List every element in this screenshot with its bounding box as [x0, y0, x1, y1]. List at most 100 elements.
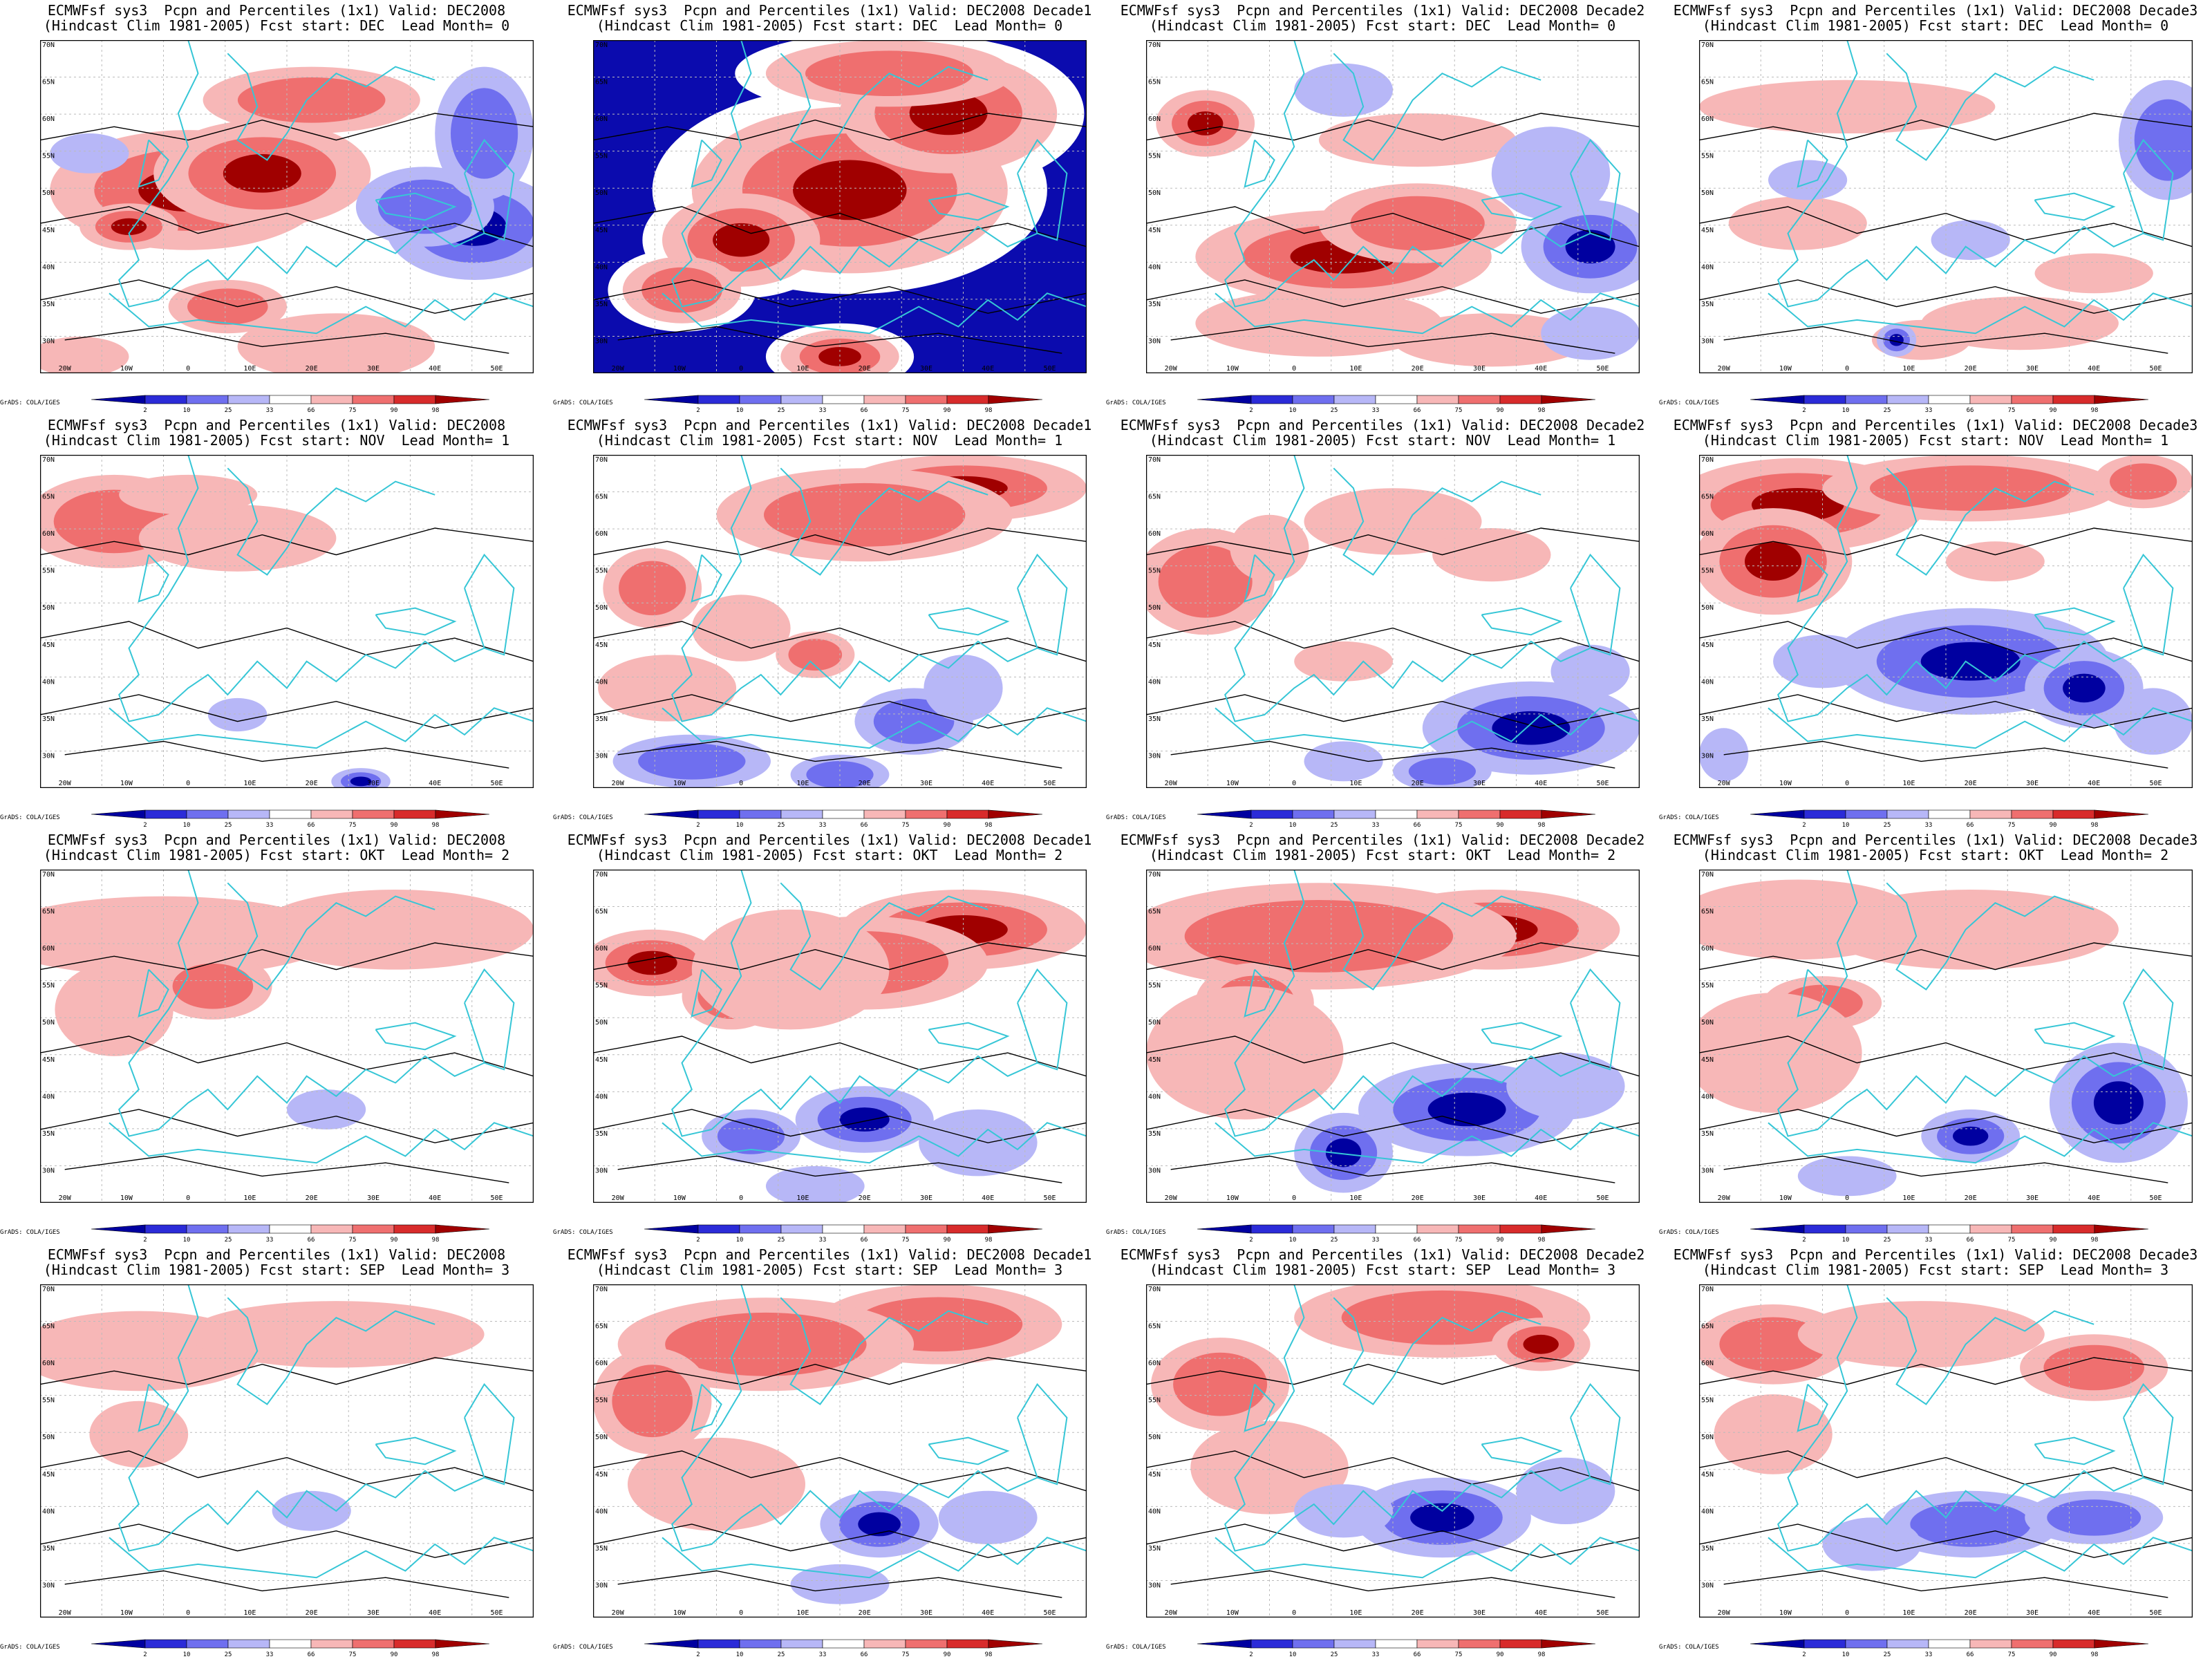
percentile-anomaly-area [50, 133, 129, 174]
coastline [1017, 1382, 1068, 1485]
coastline [138, 554, 169, 603]
grads-credit: GrADS: COLA/IGES [1659, 1229, 1719, 1236]
colorbar-swatch [1928, 395, 1971, 404]
latitude-label: 65N [595, 908, 608, 916]
precip-percentile-map: 20W 10W 0 10E 20E 30E 40E 50E 70N 65N 60N 55N 50N 45N… [40, 870, 534, 1203]
panel-subtitle: (Hindcast Clim 1981-2005) Fcst start: SE… [1149, 1262, 1616, 1278]
colorbar-swatch [644, 1224, 699, 1234]
percentile-anomaly-area [1195, 290, 1443, 357]
colorbar-label: 25 [1884, 1651, 1891, 1658]
coastline [780, 1297, 988, 1405]
colorbar-label: 2 [696, 407, 700, 413]
percentile-anomaly-area [764, 482, 966, 547]
colorbar-swatch [863, 395, 906, 404]
latitude-label: 40N [595, 263, 608, 271]
colorbar-swatch [1750, 1639, 1805, 1649]
latitude-label: 45N [1701, 1056, 1714, 1064]
colorbar-label: 2 [696, 1237, 700, 1243]
percentile-anomaly-area [1797, 1156, 1897, 1197]
percentile-anomaly-area [119, 474, 258, 515]
latitude-label: 70N [1701, 871, 1714, 879]
latitude-label: 30N [42, 1167, 55, 1174]
coastline [1333, 53, 1541, 161]
panel-title: ECMWFsf sys3 Pcpn and Percentiles (1x1) … [567, 1246, 1092, 1263]
coastline [464, 1382, 515, 1485]
colorbar-swatch [393, 1639, 436, 1649]
colorbar-swatch [2011, 395, 2054, 404]
grads-credit: GrADS: COLA/IGES [553, 1644, 613, 1651]
colorbar-swatch [822, 395, 865, 404]
coastline [464, 968, 515, 1071]
colorbar-label: 10 [736, 1237, 744, 1243]
colorbar-swatch [310, 1639, 353, 1649]
precip-percentile-map: 20W 10W 0 10E 20E 30E 40E 50E 70N 65N 60N 55N 50N 45N… [1699, 1284, 2193, 1618]
longitude-label: 40E [429, 365, 441, 373]
percentile-anomaly-area [2047, 1499, 2141, 1536]
latitude-label: 50N [1148, 1434, 1161, 1441]
climatology-contour [1146, 1109, 1640, 1143]
colorbar-swatch [1375, 395, 1418, 404]
longitude-label: 0 [739, 1609, 743, 1617]
coastline [671, 1284, 1038, 1552]
colorbar-swatch [269, 809, 312, 819]
percentile-colorbar: 2 10 25 33 66 75 90 98 [91, 395, 490, 413]
forecast-panel: ECMWFsf sys3 Pcpn and Percentiles (1x1) … [553, 830, 1106, 1244]
coastline [1244, 968, 1275, 1018]
colorbar-swatch [780, 809, 823, 819]
longitude-label: 30E [2026, 365, 2038, 373]
colorbar-label: 90 [944, 1651, 951, 1658]
longitude-label: 50E [1596, 1609, 1609, 1617]
colorbar-swatch [1416, 395, 1459, 404]
longitude-label: 0 [1292, 365, 1296, 373]
colorbar-swatch [352, 1639, 395, 1649]
panel-subtitle: (Hindcast Clim 1981-2005) Fcst start: NO… [596, 432, 1063, 449]
latitude-label: 70N [595, 871, 608, 879]
longitude-label: 10E [243, 780, 256, 787]
latitude-label: 35N [595, 301, 608, 308]
panel-subtitle: (Hindcast Clim 1981-2005) Fcst start: NO… [43, 432, 510, 449]
latitude-label: 60N [595, 115, 608, 123]
colorbar-label: 25 [225, 1237, 232, 1243]
latitude-label: 60N [42, 945, 55, 953]
longitude-label: 40E [429, 1194, 441, 1202]
colorbar-label: 98 [2091, 822, 2099, 828]
colorbar-label: 98 [1538, 822, 1546, 828]
percentile-anomaly-area [1304, 488, 1482, 555]
coastline [1215, 707, 1640, 749]
percentile-anomaly-area [1506, 1053, 1625, 1120]
climatology-contour [40, 621, 534, 662]
colorbar-swatch [2052, 1224, 2095, 1234]
longitude-label: 20W [1718, 780, 1731, 787]
colorbar-swatch [310, 1224, 353, 1234]
colorbar-label: 10 [1289, 1651, 1297, 1658]
coastline [2123, 138, 2174, 241]
longitude-label: 0 [739, 365, 743, 373]
panel-title: ECMWFsf sys3 Pcpn and Percentiles (1x1) … [47, 2, 506, 19]
latitude-label: 65N [1701, 908, 1714, 916]
colorbar-label: 98 [985, 1237, 993, 1243]
colorbar-swatch [1292, 809, 1335, 819]
percentile-colorbar: 2 10 25 33 66 75 90 98 [1197, 1639, 1596, 1658]
coastline [1797, 554, 1828, 603]
colorbar-label: 10 [183, 1237, 191, 1243]
coastline [662, 1537, 1087, 1579]
grads-credit: GrADS: COLA/IGES [1659, 1644, 1719, 1651]
climatology-contour [1146, 113, 1640, 141]
longitude-label: 20E [306, 1194, 318, 1202]
colorbar-label: 90 [944, 822, 951, 828]
forecast-panel: ECMWFsf sys3 Pcpn and Percentiles (1x1) … [1659, 415, 2212, 830]
panel-title: ECMWFsf sys3 Pcpn and Percentiles (1x1) … [47, 1246, 506, 1263]
colorbar-label: 66 [308, 822, 315, 828]
grads-credit: GrADS: COLA/IGES [1106, 400, 1166, 406]
latitude-label: 30N [42, 752, 55, 760]
colorbar-label: 2 [696, 822, 700, 828]
latitude-label: 55N [1148, 568, 1161, 575]
colorbar-swatch [946, 1639, 989, 1649]
percentile-anomaly-area [1714, 1394, 1833, 1474]
colorbar-swatch [1333, 1639, 1376, 1649]
colorbar-swatch [905, 809, 948, 819]
percentile-anomaly-area [1541, 306, 1640, 360]
colorbar-label: 2 [1802, 822, 1806, 828]
longitude-label: 10E [1902, 1609, 1915, 1617]
latitude-label: 45N [1148, 641, 1161, 649]
